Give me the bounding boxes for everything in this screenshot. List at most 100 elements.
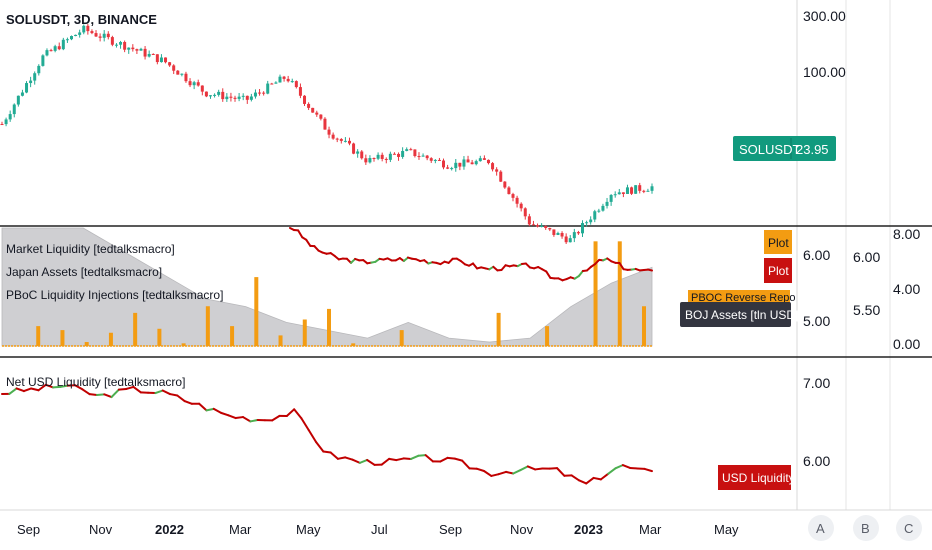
usd-liquidity-segment xyxy=(336,456,347,460)
svg-text:USD Liquidity: USD Liquidity xyxy=(722,471,795,485)
usd-liquidity-segment xyxy=(322,450,332,454)
candle-body xyxy=(20,92,24,96)
usd-liquidity-segment xyxy=(183,400,193,405)
candle-body xyxy=(331,134,335,139)
candle-body xyxy=(519,203,523,209)
pboc-bar xyxy=(327,308,331,346)
usd-liquidity-segment xyxy=(198,402,208,412)
candle-body xyxy=(564,236,568,243)
scale-button-a[interactable]: A xyxy=(808,515,834,541)
pboc-bar xyxy=(278,335,283,346)
candle-body xyxy=(356,151,360,154)
pboc-bar xyxy=(545,326,550,346)
usd-liquidity-segment xyxy=(74,384,84,391)
candle-body xyxy=(147,53,151,57)
usd-liquidity-segment xyxy=(643,467,653,473)
time-axis[interactable]: Sep Nov 2022 Mar May Jul Sep Nov 2023 Ma… xyxy=(17,522,739,537)
candle-body xyxy=(65,39,69,41)
candle-body xyxy=(576,232,580,234)
candle-body xyxy=(249,96,253,100)
usd-liquidity-segment xyxy=(461,459,471,470)
usd-liquidity-segment xyxy=(22,387,33,393)
candle-body xyxy=(262,92,266,94)
candle-body xyxy=(380,154,384,159)
usd-liquidity-segment xyxy=(81,388,91,396)
usd-liquidity-segment xyxy=(103,393,113,399)
liquidity-pane[interactable]: Market Liquidity [tedtalksmacro] Japan A… xyxy=(1,226,920,352)
scale-buttons[interactable]: A B C xyxy=(808,515,922,541)
pboc-bar xyxy=(230,326,235,346)
indicator-label-net-usd[interactable]: Net USD Liquidity [tedtalksmacro] xyxy=(6,375,185,389)
time-label: Jul xyxy=(371,522,388,537)
candle-body xyxy=(127,47,131,50)
candle-body xyxy=(617,192,621,195)
candle-body xyxy=(221,91,225,100)
candle-body xyxy=(552,229,556,235)
candle-body xyxy=(364,158,368,163)
candle-body xyxy=(131,47,135,50)
svg-text:BOJ Assets [tln USD]: BOJ Assets [tln USD] xyxy=(685,308,798,322)
candle-body xyxy=(57,46,61,50)
usd-liquidity-segment xyxy=(329,451,339,460)
candle-body xyxy=(323,118,327,130)
candle-body xyxy=(78,32,82,35)
candle-body xyxy=(102,33,106,38)
svg-text:Plot: Plot xyxy=(768,236,789,250)
candle-body xyxy=(208,95,212,97)
usd-scale-600: 6.00 xyxy=(803,453,830,469)
price-pane[interactable]: SOLUSDT, 3D, BINANCE 300.00 100.00 SOLUS… xyxy=(0,8,847,244)
scale-b-550: 5.50 xyxy=(853,302,880,318)
candle-body xyxy=(401,150,405,157)
scale-button-c[interactable]: C xyxy=(896,515,922,541)
scale-a-600: 6.00 xyxy=(803,247,830,263)
indicator-label-pboc[interactable]: PBoC Liquidity Injections [tedtalksmacro… xyxy=(6,288,223,302)
candle-body xyxy=(384,158,388,160)
market-liquidity-segment xyxy=(646,268,653,272)
candle-body xyxy=(409,149,413,151)
scale-button-b[interactable]: B xyxy=(853,515,879,541)
candle-body xyxy=(511,194,515,198)
candle-body xyxy=(625,187,629,194)
pboc-bar xyxy=(60,330,65,346)
candle-body xyxy=(266,83,270,94)
candle-body xyxy=(339,139,343,141)
usd-liquidity-segment xyxy=(227,414,237,420)
candle-body xyxy=(16,95,20,105)
candle-body xyxy=(360,151,364,159)
usd-liquidity-segment xyxy=(621,464,632,469)
svg-text:Plot: Plot xyxy=(768,264,789,278)
candle-body xyxy=(634,185,638,194)
usd-liquidity-segment xyxy=(271,414,281,422)
usd-liquidity-segment xyxy=(483,470,493,477)
candle-body xyxy=(311,107,315,113)
candle-body xyxy=(642,190,646,192)
boj-assets-badge: BOJ Assets [tln USD] xyxy=(680,302,798,327)
candle-body xyxy=(315,112,319,115)
candle-body xyxy=(495,169,499,172)
candle-body xyxy=(503,181,507,188)
candle-body xyxy=(372,158,376,160)
candle-body xyxy=(123,42,127,50)
candle-body xyxy=(307,103,311,108)
pboc-reverse-repo-badge: PBOC Reverse Repo xyxy=(688,290,796,304)
indicator-label-market[interactable]: Market Liquidity [tedtalksmacro] xyxy=(6,242,175,256)
candle-body xyxy=(429,158,433,161)
indicator-label-japan[interactable]: Japan Assets [tedtalksmacro] xyxy=(6,265,162,279)
candle-body xyxy=(433,159,437,161)
candle-body xyxy=(646,190,650,192)
candle-body xyxy=(405,149,409,151)
usd-liquidity-segment xyxy=(8,387,18,395)
candle-body xyxy=(245,95,249,100)
candle-body xyxy=(53,46,57,51)
usd-liquidity-segment xyxy=(351,458,361,464)
price-label-100: 100.00 xyxy=(803,64,846,80)
candle-body xyxy=(155,54,159,63)
pboc-bar xyxy=(205,306,210,346)
usd-liquidity-segment xyxy=(168,393,179,397)
candle-body xyxy=(114,44,118,46)
candle-body xyxy=(335,138,339,140)
market-liquidity-segment xyxy=(313,245,320,252)
candle-body xyxy=(450,168,454,170)
usd-liquidity-pane[interactable]: Net USD Liquidity [tedtalksmacro] 7.00 6… xyxy=(1,375,830,490)
candle-body xyxy=(343,140,347,142)
